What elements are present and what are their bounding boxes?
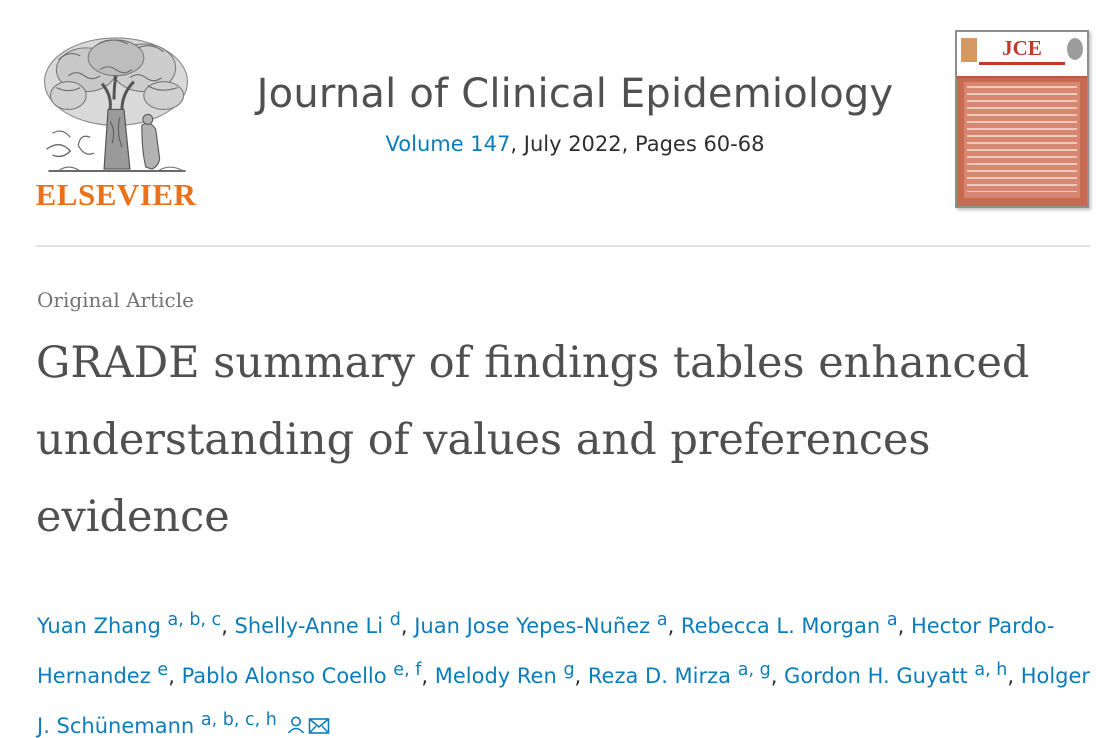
author-affiliation-marker[interactable]: g (563, 660, 575, 680)
cover-contents-lines (967, 86, 1077, 192)
cover-header: JCE (957, 32, 1087, 78)
envelope-icon[interactable] (308, 706, 330, 738)
author-affiliation-marker[interactable]: e, f (393, 660, 422, 680)
author-affiliation-marker[interactable]: a (656, 610, 668, 630)
author-entry: Rebecca L. Morgan a, (680, 610, 911, 638)
publisher-logo[interactable]: ELSEVIER (36, 30, 196, 210)
author-name-link[interactable]: Yuan Zhang (37, 614, 168, 638)
tree-of-knowledge-icon (43, 37, 189, 173)
issue-info: Volume 147, July 2022, Pages 60-68 (210, 132, 940, 156)
author-name-link[interactable]: Melody Ren (434, 664, 564, 688)
author-name-link[interactable]: Pablo Alonso Coello (181, 664, 394, 688)
cover-journal-acronym: JCE (1002, 36, 1042, 60)
author-entry: Reza D. Mirza a, g, (587, 660, 785, 688)
author-separator: , (770, 664, 785, 688)
author-affiliation-marker[interactable]: e (157, 660, 169, 680)
author-separator: , (400, 614, 415, 638)
author-separator: , (667, 614, 681, 638)
journal-header: Journal of Clinical Epidemiology Volume … (210, 70, 940, 156)
author-name-link[interactable]: Juan Jose Yepes-Nuñez (414, 614, 657, 638)
author-affiliation-marker[interactable]: a (886, 610, 898, 630)
author-affiliation-marker[interactable]: a, g (737, 660, 771, 680)
author-entry: Yuan Zhang a, b, c, (37, 610, 235, 638)
journal-cover-thumbnail[interactable]: JCE (955, 30, 1089, 208)
author-entry: Pablo Alonso Coello e, f, (181, 660, 435, 688)
cover-society-logo (1067, 38, 1083, 60)
issue-details: , July 2022, Pages 60-68 (510, 132, 765, 156)
person-icon[interactable] (286, 706, 306, 738)
author-entry: Gordon H. Guyatt a, h, (784, 660, 1021, 688)
author-name-link[interactable]: Hector Pardo-Hernandez (37, 614, 1055, 688)
author-list: Yuan Zhang a, b, c, Shelly-Anne Li d, Ju… (37, 598, 1097, 738)
author-name-link[interactable]: Holger J. Schünemann (37, 664, 1091, 738)
author-separator: , (897, 614, 911, 638)
author-entry: Juan Jose Yepes-Nuñez a, (414, 610, 681, 638)
journal-title-link[interactable]: Journal of Clinical Epidemiology (256, 71, 894, 117)
author-affiliation-marker[interactable]: d (389, 610, 401, 630)
author-separator: , (421, 664, 435, 688)
author-name-link[interactable]: Gordon H. Guyatt (784, 664, 975, 688)
author-separator: , (1007, 664, 1021, 688)
author-entry: Melody Ren g, (434, 660, 588, 688)
cover-elsevier-logo (961, 38, 977, 62)
publisher-wordmark: ELSEVIER (35, 177, 197, 212)
author-name-link[interactable]: Shelly-Anne Li (234, 614, 390, 638)
article-type: Original Article (37, 288, 194, 312)
author-entry: Shelly-Anne Li d, (234, 610, 415, 638)
author-entry: Hector Pardo-Hernandez e, (37, 614, 1055, 688)
author-separator: , (221, 614, 235, 638)
volume-link[interactable]: Volume 147 (385, 132, 511, 156)
author-affiliation-marker[interactable]: a, b, c, h (200, 710, 277, 730)
author-name-link[interactable]: Rebecca L. Morgan (680, 614, 887, 638)
author-name-link[interactable]: Reza D. Mirza (587, 664, 738, 688)
cover-subtitle-bar (979, 62, 1065, 65)
author-separator: , (168, 664, 182, 688)
article-title: GRADE summary of findings tables enhance… (36, 338, 1030, 542)
author-separator: , (574, 664, 588, 688)
author-affiliation-marker[interactable]: a, b, c (167, 610, 222, 630)
author-entry: Holger J. Schünemann a, b, c, h (37, 664, 1090, 738)
header-divider (36, 245, 1090, 247)
author-affiliation-marker[interactable]: a, h (974, 660, 1008, 680)
